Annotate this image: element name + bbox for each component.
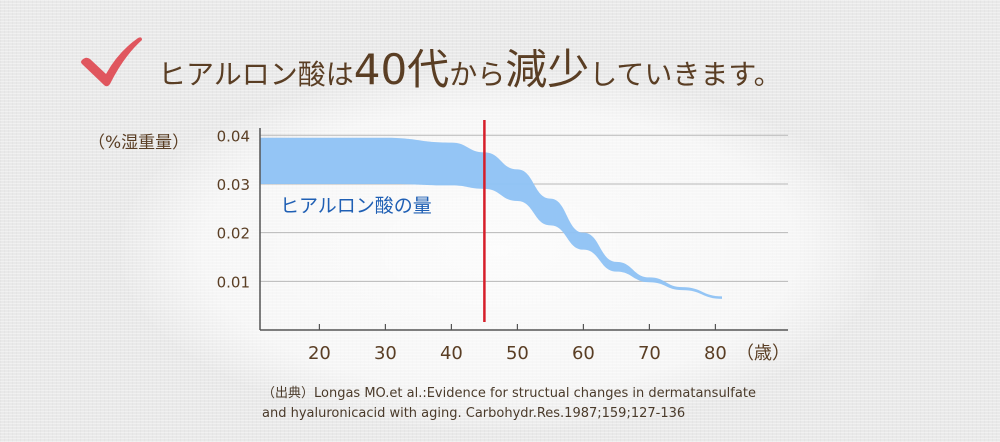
checkmark-icon: [81, 37, 142, 87]
x-tick-label: 50: [506, 343, 529, 364]
source-citation-line2: and hyaluronicacid with aging. Carbohydr…: [262, 406, 686, 421]
background-highlight: [120, 70, 880, 430]
source-citation-line1: （出典）Longas MO.et al.:Evidence for struct…: [262, 386, 756, 401]
headline-segment-emphasis: 40代: [353, 45, 450, 94]
series-label: ヒアルロン酸の量: [280, 195, 432, 217]
headline: ヒアルロン酸は40代から減少していきます。: [158, 36, 782, 97]
headline-segment: していきます。: [589, 58, 782, 91]
y-tick-label: 0.04: [217, 127, 250, 145]
y-tick-label: 0.03: [217, 176, 250, 194]
x-tick-label: 40: [440, 343, 463, 364]
y-axis-label: （%湿重量）: [88, 133, 189, 153]
y-tick-label: 0.02: [217, 225, 250, 243]
x-tick-label: 60: [572, 343, 595, 364]
headline-segment-emphasis: 減少: [505, 45, 590, 94]
headline-segment: ヒアルロン酸は: [158, 58, 354, 91]
x-axis-unit-label: （歳）: [736, 343, 790, 364]
x-tick-label: 20: [308, 343, 331, 364]
y-tick-label: 0.01: [217, 273, 250, 291]
hyaluronic-acid-band: [260, 137, 722, 299]
x-tick-label: 70: [638, 343, 661, 364]
x-tick-label: 30: [374, 343, 397, 364]
headline-segment: から: [449, 58, 506, 91]
x-tick-label: 80: [704, 343, 727, 364]
